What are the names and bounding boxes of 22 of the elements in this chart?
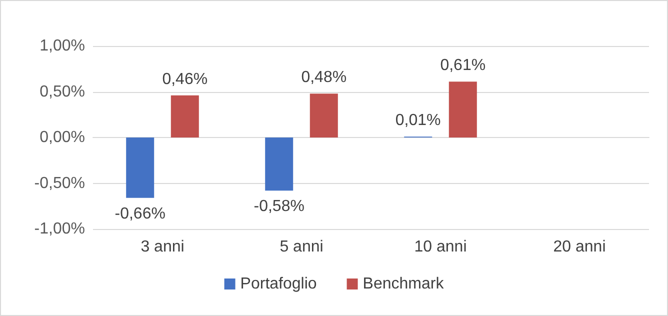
bar <box>265 138 294 191</box>
data-label: 0,61% <box>440 57 486 74</box>
x-tick-label: 10 anni <box>414 238 467 256</box>
x-tick-label: 5 anni <box>280 238 324 256</box>
x-tick-label: 3 anni <box>140 238 184 256</box>
bar <box>170 95 199 138</box>
y-tick-label: 0,50% <box>40 83 85 100</box>
y-tick-label: -0,50% <box>34 174 85 192</box>
y-tick-label: 1,00% <box>40 38 85 54</box>
legend-label: Benchmark <box>362 276 445 292</box>
data-label: 0,01% <box>395 112 441 130</box>
data-label: 0,48% <box>301 69 347 86</box>
bar <box>310 94 338 138</box>
legend-label: Portafoglio <box>240 276 317 292</box>
data-label: -0,66% <box>114 205 166 222</box>
y-tick-label: 0,00% <box>40 129 85 146</box>
y-tick-label: -1,00% <box>34 220 85 238</box>
bar <box>448 82 477 138</box>
data-label: 0,46% <box>162 70 208 88</box>
bar <box>126 138 154 198</box>
x-tick-label: 20 anni <box>553 238 606 256</box>
data-label: -0,58% <box>254 198 304 216</box>
